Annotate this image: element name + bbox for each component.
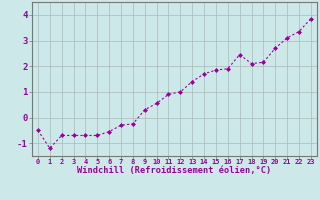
X-axis label: Windchill (Refroidissement éolien,°C): Windchill (Refroidissement éolien,°C): [77, 166, 272, 175]
